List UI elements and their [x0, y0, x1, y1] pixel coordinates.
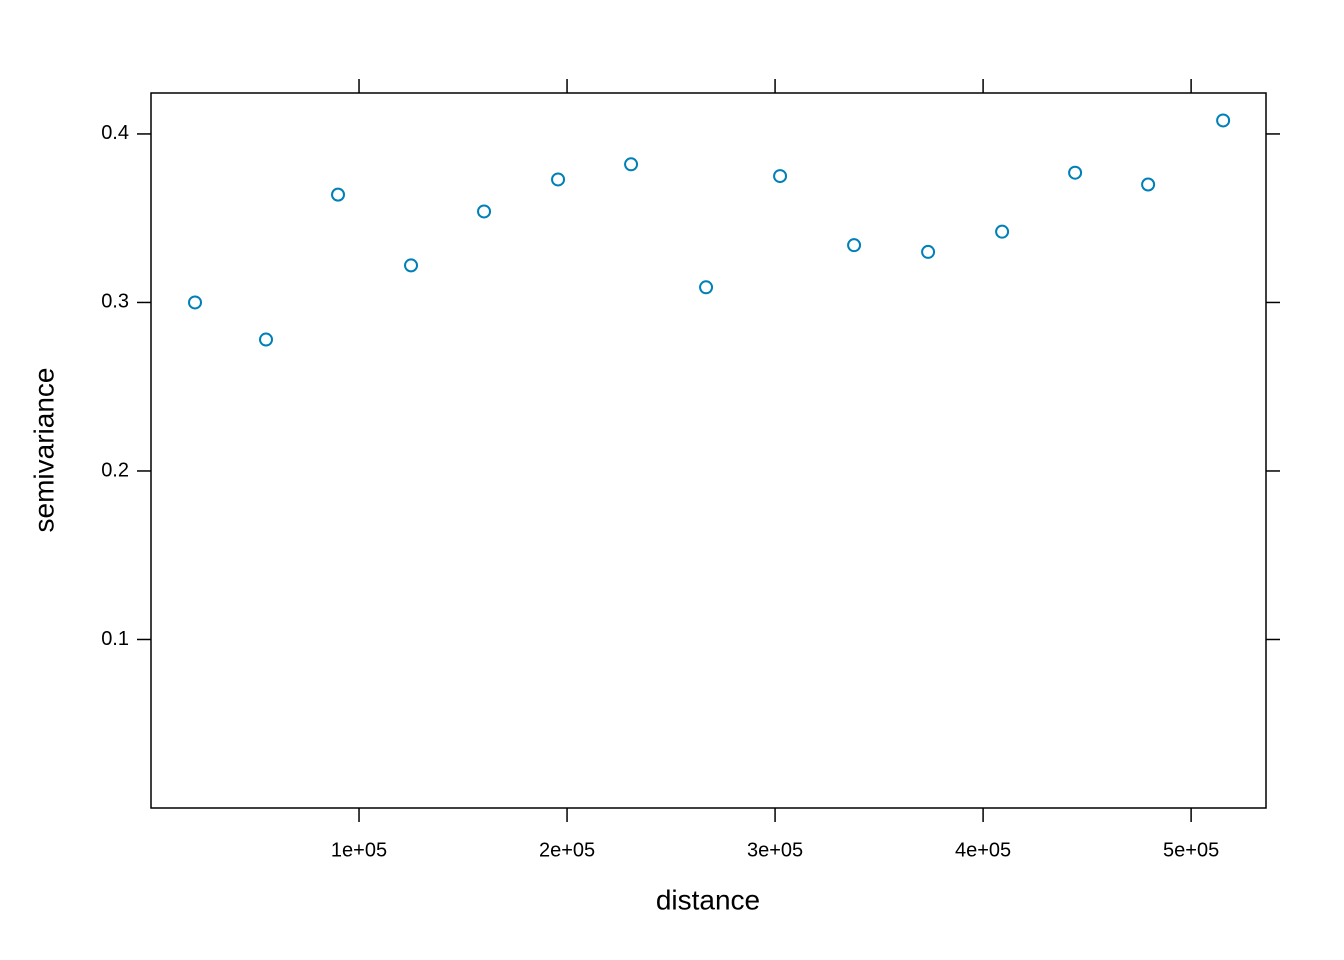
point	[331, 187, 346, 202]
point	[773, 169, 788, 184]
point	[259, 332, 274, 347]
x-tick-label: 2e+05	[539, 839, 595, 861]
x-tick-label: 3e+05	[747, 839, 803, 861]
y-axis-label: semivariance	[28, 368, 59, 533]
x-tick-label: 4e+05	[955, 839, 1011, 861]
point	[477, 204, 492, 219]
x-axis-label: distance	[656, 884, 760, 915]
point	[1068, 165, 1083, 180]
point	[995, 224, 1010, 239]
x-tick-label: 1e+05	[331, 839, 387, 861]
point	[551, 172, 566, 187]
y-tick-label: 0.2	[101, 459, 129, 481]
x-tick-label: 5e+05	[1163, 839, 1219, 861]
y-tick-label: 0.4	[101, 122, 129, 144]
point	[404, 258, 419, 273]
y-tick-label: 0.3	[101, 291, 129, 313]
point	[1216, 113, 1231, 128]
point	[624, 157, 639, 172]
point	[188, 295, 203, 310]
point	[847, 238, 862, 253]
plot-frame	[150, 92, 1267, 809]
y-tick-label: 0.1	[101, 628, 129, 650]
point	[699, 280, 714, 295]
point	[1141, 177, 1156, 192]
point	[921, 244, 936, 259]
